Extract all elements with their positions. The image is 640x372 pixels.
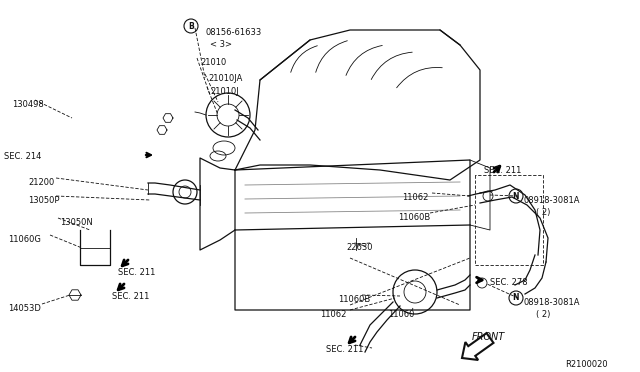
Text: 21200: 21200 xyxy=(28,178,54,187)
Text: SEC. 278: SEC. 278 xyxy=(490,278,527,287)
Text: 13050P: 13050P xyxy=(28,196,60,205)
Text: B: B xyxy=(188,22,194,31)
Text: SEC. 211: SEC. 211 xyxy=(118,268,156,277)
Text: SEC. 214: SEC. 214 xyxy=(4,152,42,161)
Text: 08156-61633: 08156-61633 xyxy=(205,28,261,37)
Text: N: N xyxy=(513,294,519,302)
Text: 11062: 11062 xyxy=(320,310,346,319)
Text: SEC. 211: SEC. 211 xyxy=(484,166,522,175)
Text: 11060G: 11060G xyxy=(8,235,41,244)
Text: 13050N: 13050N xyxy=(60,218,93,227)
Text: 21010J: 21010J xyxy=(210,87,239,96)
Text: SEC. 211: SEC. 211 xyxy=(112,292,149,301)
Text: 11062: 11062 xyxy=(402,193,428,202)
Text: 22630: 22630 xyxy=(346,243,372,252)
Text: 11060B: 11060B xyxy=(398,213,430,222)
Text: 11060B: 11060B xyxy=(338,295,371,304)
Text: 130498: 130498 xyxy=(12,100,44,109)
Text: N: N xyxy=(513,192,519,201)
Text: 08918-3081A: 08918-3081A xyxy=(524,298,580,307)
Text: ( 2): ( 2) xyxy=(536,208,550,217)
Text: 21010JA: 21010JA xyxy=(208,74,243,83)
Text: SEC. 211: SEC. 211 xyxy=(326,345,364,354)
Text: ( 2): ( 2) xyxy=(536,310,550,319)
Text: FRONT: FRONT xyxy=(472,332,505,342)
Text: 21010: 21010 xyxy=(200,58,227,67)
Text: 11060: 11060 xyxy=(388,310,414,319)
Text: R2100020: R2100020 xyxy=(565,360,607,369)
Text: < 3>: < 3> xyxy=(210,40,232,49)
Text: 08918-3081A: 08918-3081A xyxy=(524,196,580,205)
Text: 14053D: 14053D xyxy=(8,304,41,313)
